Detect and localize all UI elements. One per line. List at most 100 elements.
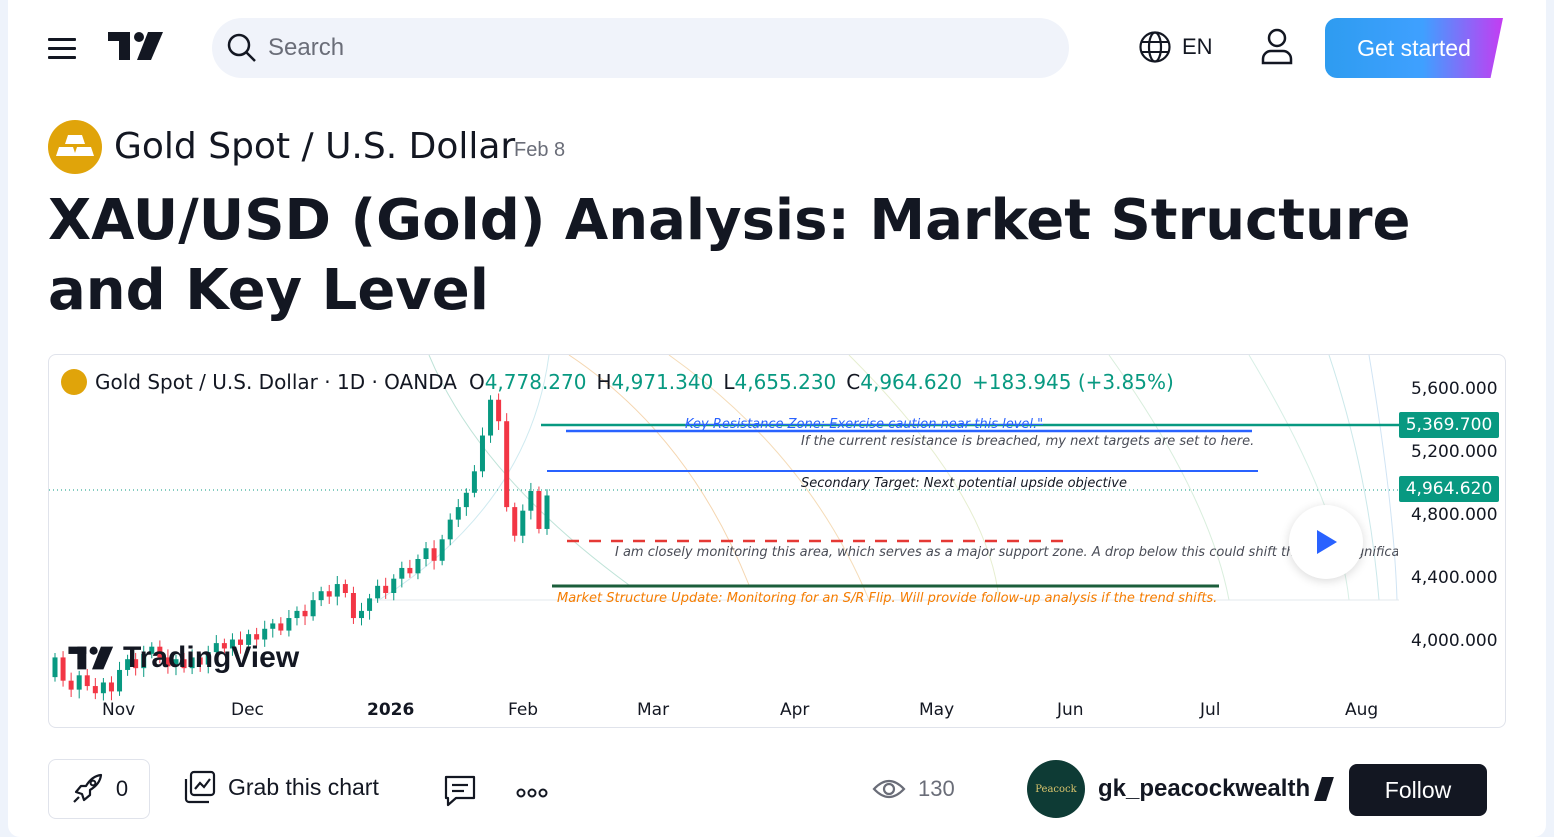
candle-body xyxy=(60,657,66,681)
candle-body xyxy=(173,659,179,667)
support-annotation: I am closely monitoring this area, which… xyxy=(615,545,1398,560)
grab-chart-icon xyxy=(184,770,216,804)
author-name-link[interactable]: gk_peacockwealth xyxy=(1098,775,1335,803)
candle-body xyxy=(254,634,260,640)
legend-low: 4,655.230 xyxy=(734,370,837,394)
candle-body xyxy=(117,669,123,692)
time-axis-label: Jul xyxy=(1200,700,1221,720)
last-price-tag: 4,964.620 xyxy=(1399,476,1499,502)
language-selector[interactable]: EN xyxy=(1138,30,1213,64)
legend-low-label: L xyxy=(723,370,735,394)
candle-body xyxy=(496,399,502,422)
candle-body xyxy=(463,492,469,508)
candle-body xyxy=(221,643,227,649)
candle-body xyxy=(544,495,550,529)
page: Search EN Get started Gold Spot / U.S. D… xyxy=(8,0,1546,837)
candles xyxy=(52,393,550,701)
time-axis-label: Nov xyxy=(102,700,136,720)
grab-chart-button[interactable]: Grab this chart xyxy=(182,770,379,804)
time-axis-label: Apr xyxy=(780,700,810,720)
play-icon xyxy=(1317,530,1337,554)
candle-body xyxy=(375,585,381,599)
candle-body xyxy=(149,646,155,654)
candle-body xyxy=(213,643,219,653)
candle-body xyxy=(294,610,300,619)
price-axis-label: 5,200.000 xyxy=(1411,442,1498,462)
boost-count: 0 xyxy=(115,776,129,801)
time-axis-label: 2026 xyxy=(367,700,415,720)
search-icon xyxy=(227,33,256,62)
candle-body xyxy=(125,659,131,670)
language-label: EN xyxy=(1182,34,1213,59)
candle-body xyxy=(52,657,58,678)
legend-open-label: O xyxy=(468,370,485,394)
author-avatar[interactable]: Peacock xyxy=(1027,760,1085,818)
price-axis-label: 4,400.000 xyxy=(1411,568,1498,588)
candle-body xyxy=(157,646,163,658)
search-bar[interactable]: Search xyxy=(212,18,1069,78)
targets-annotation: If the current resistance is breached, m… xyxy=(801,434,1255,449)
legend-open: 4,778.270 xyxy=(484,370,587,394)
candle-body xyxy=(270,623,276,629)
candle-body xyxy=(326,591,332,597)
more-options-icon[interactable] xyxy=(516,782,548,805)
menu-icon[interactable] xyxy=(48,38,76,60)
chart-legend: Gold Spot / U.S. Dollar · 1D · OANDA O 4,… xyxy=(61,369,1174,395)
candle-body xyxy=(488,399,494,436)
candle-body xyxy=(367,598,373,611)
candle-body xyxy=(334,584,340,597)
candle-body xyxy=(520,510,526,536)
candle-body xyxy=(189,657,195,669)
price-axis-label: 5,600.000 xyxy=(1411,379,1498,399)
candle-body xyxy=(302,610,308,617)
boost-button[interactable]: 0 xyxy=(48,759,150,819)
candle-body xyxy=(455,507,461,520)
gold-symbol-icon[interactable] xyxy=(48,120,102,174)
fib-arcs xyxy=(369,355,1399,601)
rocket-icon xyxy=(73,773,102,803)
time-axis-label: Jun xyxy=(1057,700,1084,720)
candle-body xyxy=(358,610,364,619)
chart-preview[interactable]: Gold Spot / U.S. Dollar · 1D · OANDA O 4,… xyxy=(48,354,1506,728)
play-button[interactable] xyxy=(1289,505,1363,579)
candle-body xyxy=(68,680,74,690)
get-started-button[interactable]: Get started xyxy=(1325,18,1503,78)
candle-body xyxy=(479,435,485,472)
candle-body xyxy=(141,653,147,669)
candle-body xyxy=(310,600,316,617)
views-count: 130 xyxy=(918,776,955,801)
candle-body xyxy=(423,548,429,559)
comments-button[interactable] xyxy=(442,772,478,813)
tradingview-watermark-logo xyxy=(68,646,114,670)
candle-body xyxy=(431,548,437,561)
tradingview-logo[interactable] xyxy=(108,30,166,67)
candle-body xyxy=(504,421,510,508)
candle-body xyxy=(536,491,542,529)
candle-body xyxy=(76,675,82,690)
time-axis-label: Mar xyxy=(637,700,670,720)
idea-title: XAU/USD (Gold) Analysis: Market Structur… xyxy=(48,188,1411,323)
candle-body xyxy=(133,659,139,669)
candle-body xyxy=(262,628,268,640)
candle-body xyxy=(512,507,518,536)
candle-body xyxy=(439,539,445,561)
candle-body xyxy=(246,634,252,645)
candle-body xyxy=(407,567,413,574)
candle-body xyxy=(383,585,389,593)
watermark-text: TradingView xyxy=(123,641,300,674)
search-placeholder: Search xyxy=(268,34,345,61)
candle-body xyxy=(399,567,405,579)
globe-icon xyxy=(1139,31,1171,63)
legend-high: 4,971.340 xyxy=(611,370,714,394)
symbol-name[interactable]: Gold Spot / U.S. Dollar xyxy=(114,126,516,167)
resistance-annotation: Key Resistance Zone: Exercise caution ne… xyxy=(685,417,1044,432)
candle-body xyxy=(528,491,534,511)
candle-body xyxy=(197,657,203,665)
candle-body xyxy=(278,623,284,631)
user-icon[interactable] xyxy=(1260,28,1294,71)
candle-body xyxy=(415,559,421,574)
time-axis-label: Aug xyxy=(1345,700,1379,720)
candle-body xyxy=(100,682,106,694)
views-counter: 130 xyxy=(872,776,955,802)
follow-button[interactable]: Follow xyxy=(1349,764,1487,816)
